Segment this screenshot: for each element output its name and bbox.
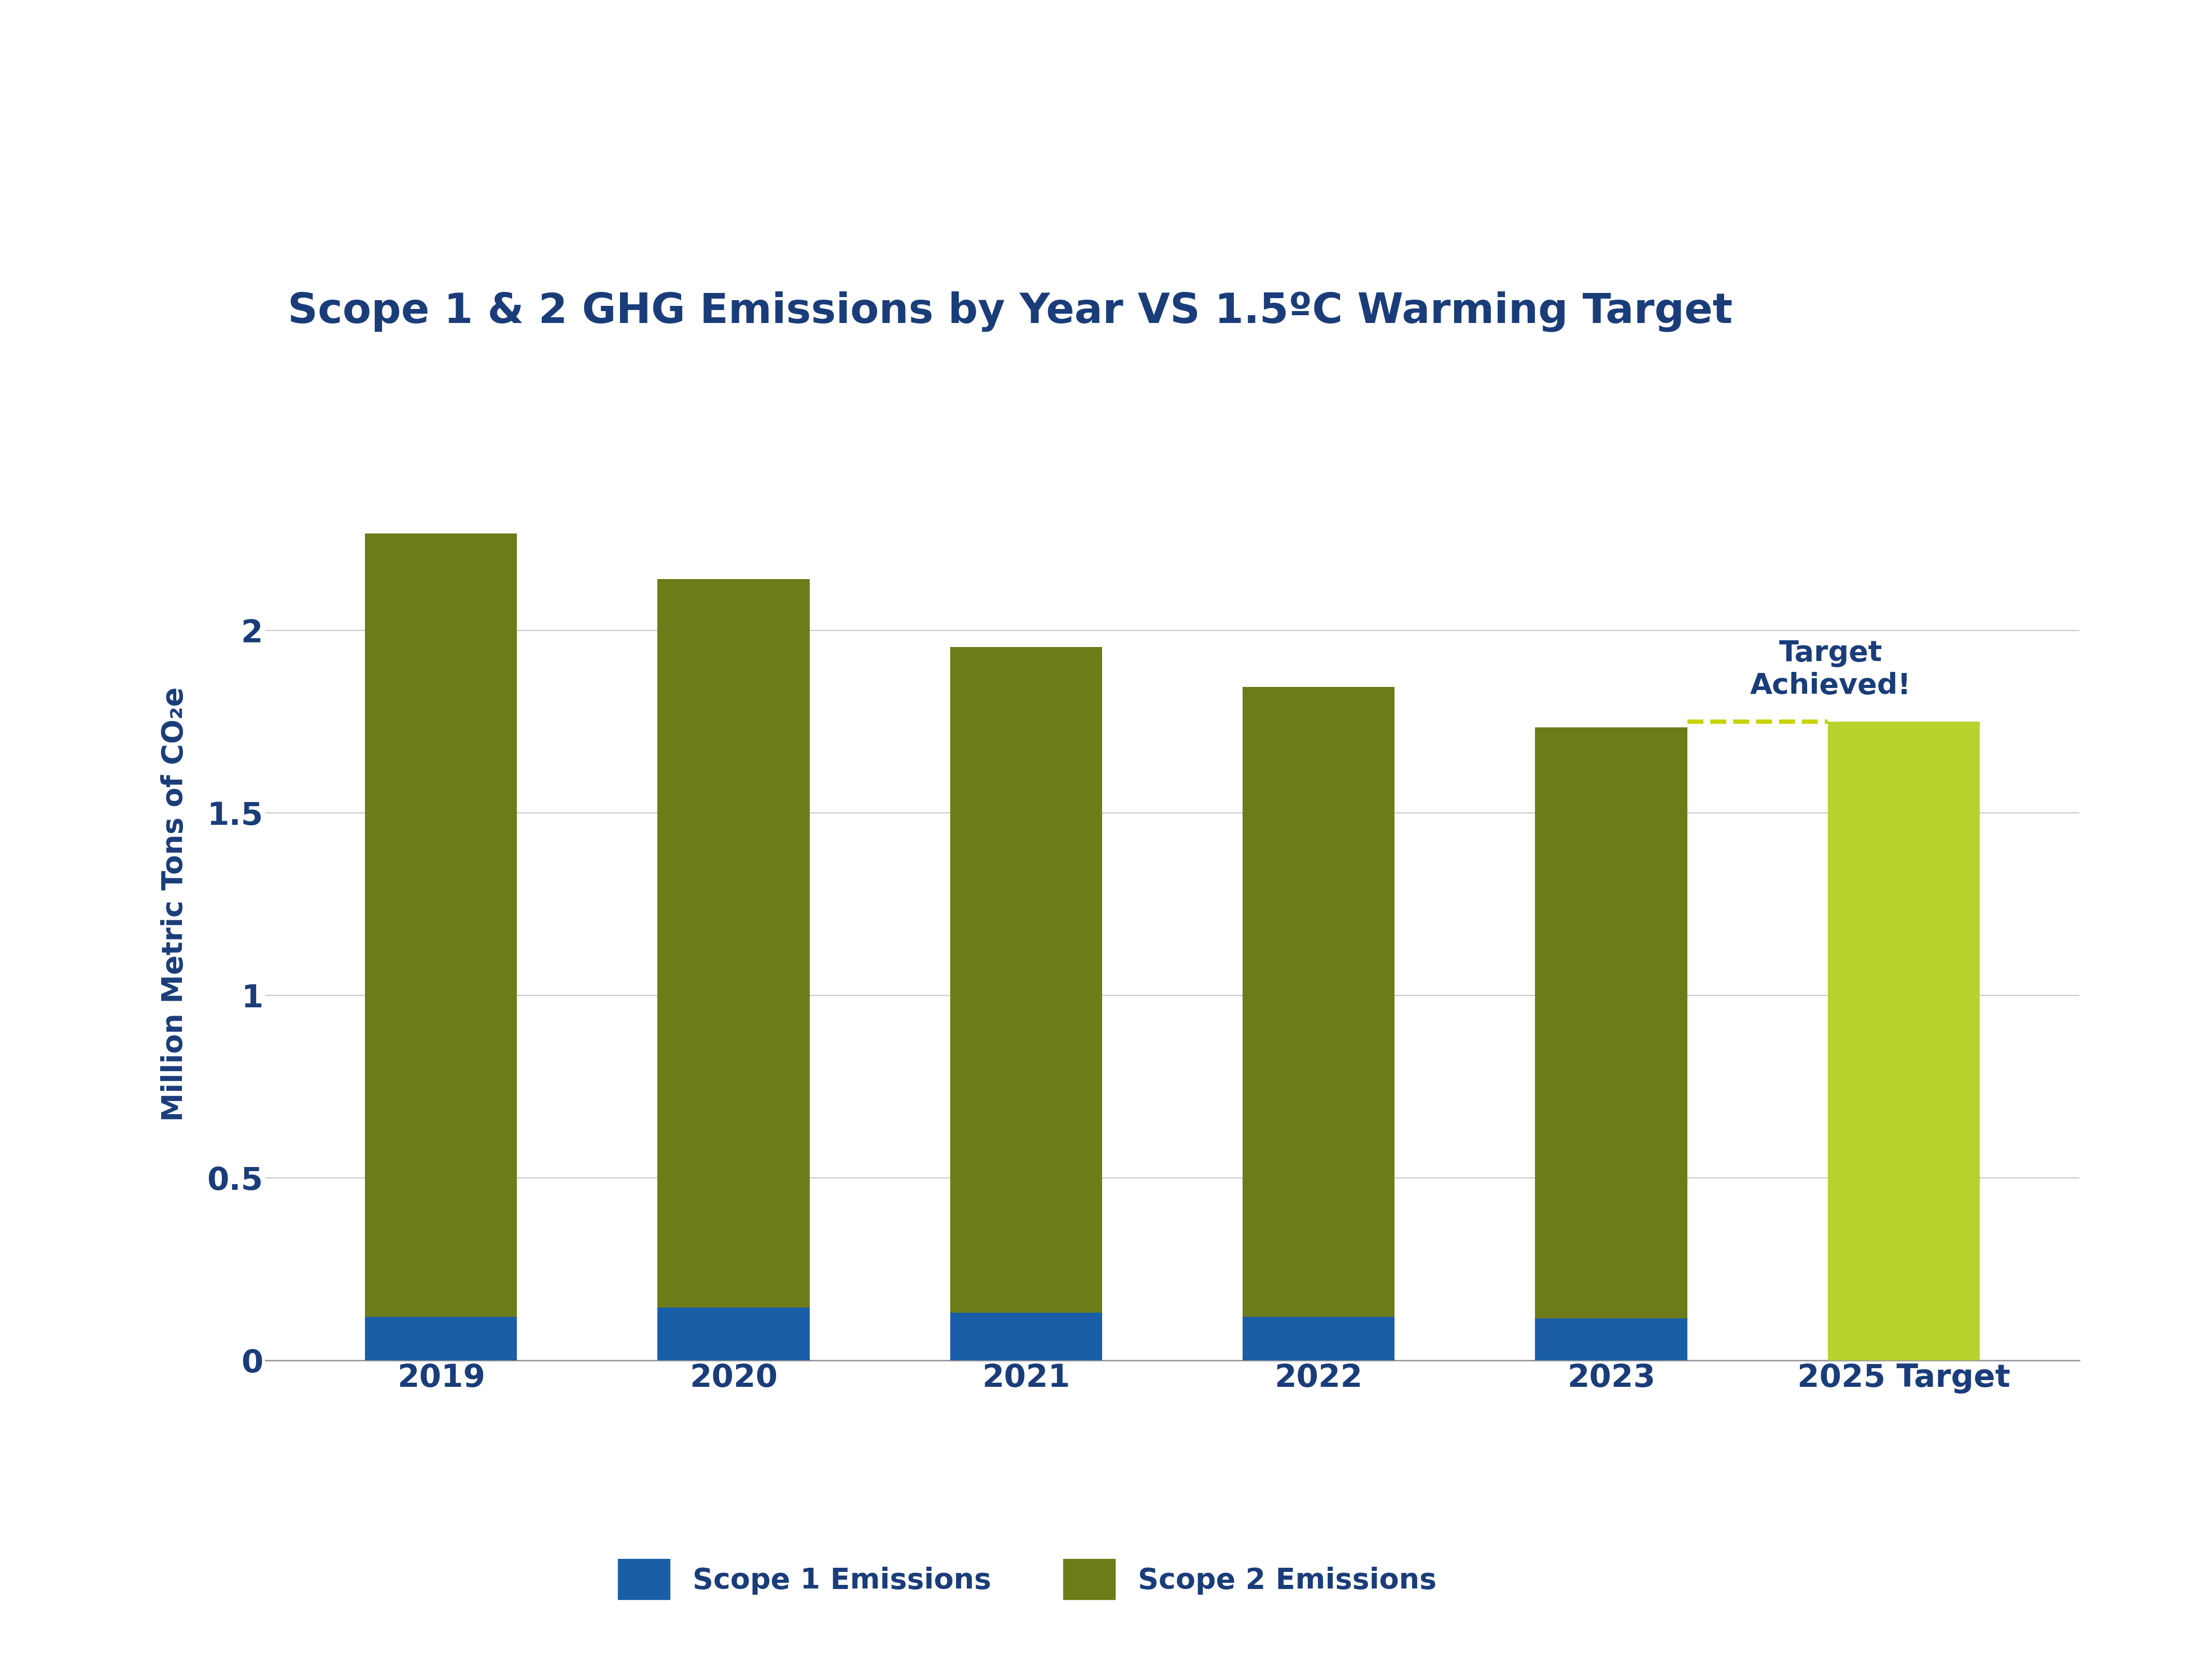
Bar [949, 647, 1102, 1312]
Bar [365, 1317, 518, 1360]
Bar [949, 1312, 1102, 1360]
Bar [1243, 687, 1396, 1317]
Legend: Scope 1 Emissions, Scope 2 Emissions: Scope 1 Emissions, Scope 2 Emissions [588, 1530, 1467, 1627]
Bar [1243, 1317, 1396, 1360]
Y-axis label: Million Metric Tons of CO₂e: Million Metric Tons of CO₂e [161, 687, 188, 1121]
Bar [1535, 727, 1688, 1319]
Bar [657, 579, 810, 1307]
Text: Scope 1 & 2 GHG Emissions by Year VS 1.5ºC Warming Target: Scope 1 & 2 GHG Emissions by Year VS 1.5… [288, 290, 1732, 332]
Bar [1827, 722, 1980, 1360]
Text: Target
Achieved!: Target Achieved! [1750, 639, 1911, 700]
Bar [1535, 1319, 1688, 1360]
Bar [365, 534, 518, 1317]
Bar [657, 1307, 810, 1360]
